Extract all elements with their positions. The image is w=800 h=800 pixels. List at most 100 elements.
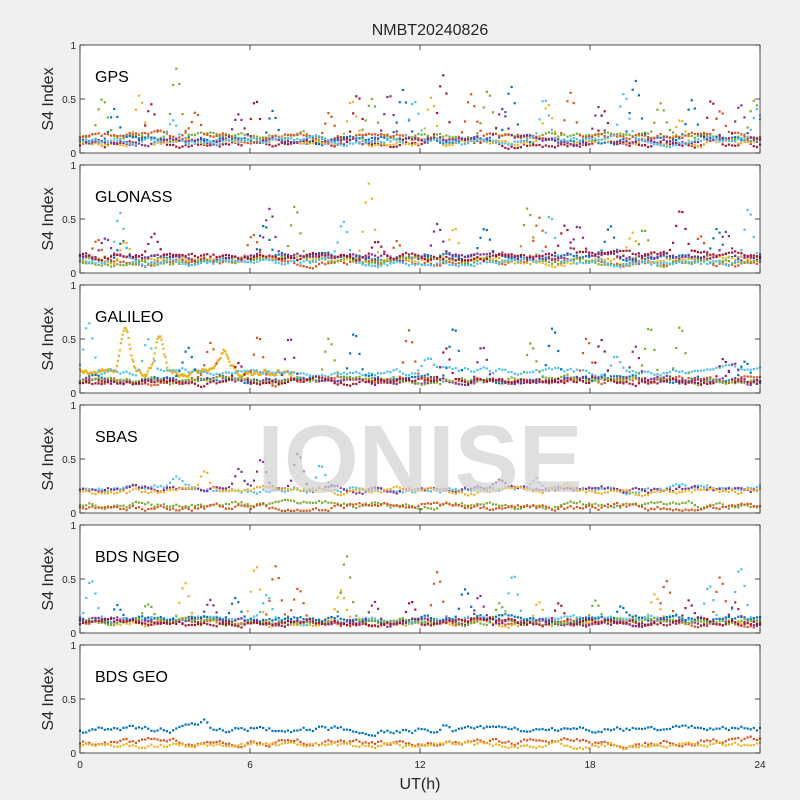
data-point bbox=[631, 379, 634, 382]
data-point bbox=[560, 132, 563, 135]
data-point bbox=[352, 112, 355, 115]
data-point bbox=[352, 259, 355, 262]
data-point bbox=[274, 257, 277, 260]
data-point bbox=[675, 257, 678, 260]
data-point bbox=[724, 230, 727, 233]
data-point bbox=[588, 135, 591, 138]
data-point bbox=[119, 488, 122, 491]
data-point bbox=[448, 138, 451, 141]
data-point bbox=[417, 257, 420, 261]
data-point bbox=[342, 379, 345, 382]
data-point bbox=[448, 345, 451, 348]
data-point bbox=[585, 138, 588, 141]
data-point bbox=[606, 263, 609, 266]
data-point bbox=[634, 134, 637, 137]
data-point bbox=[414, 491, 417, 494]
data-point bbox=[597, 251, 600, 254]
data-point bbox=[274, 134, 277, 137]
data-point bbox=[203, 259, 206, 262]
data-point bbox=[121, 333, 124, 336]
data-point bbox=[460, 131, 463, 134]
data-point bbox=[131, 136, 134, 139]
data-point bbox=[311, 267, 314, 270]
data-point bbox=[259, 117, 262, 121]
data-point bbox=[324, 256, 327, 259]
data-point bbox=[168, 255, 172, 258]
data-point bbox=[522, 224, 526, 227]
data-point bbox=[187, 378, 190, 382]
data-point bbox=[85, 255, 88, 258]
data-point bbox=[616, 375, 619, 378]
data-point bbox=[144, 374, 148, 378]
data-point bbox=[196, 141, 200, 144]
data-point bbox=[727, 381, 730, 385]
data-point bbox=[122, 379, 125, 382]
data-point bbox=[268, 370, 271, 373]
data-point bbox=[644, 229, 647, 232]
data-point bbox=[507, 133, 510, 137]
data-point bbox=[231, 136, 234, 139]
data-point bbox=[662, 144, 665, 147]
data-point bbox=[749, 142, 752, 145]
data-point bbox=[200, 373, 203, 376]
data-point bbox=[538, 216, 541, 219]
data-point bbox=[190, 252, 193, 255]
data-point bbox=[743, 228, 746, 231]
data-point bbox=[184, 140, 187, 143]
data-point bbox=[575, 254, 578, 257]
data-point bbox=[706, 258, 709, 262]
data-point bbox=[566, 380, 569, 383]
data-point bbox=[737, 374, 740, 377]
data-point bbox=[224, 138, 227, 141]
data-point bbox=[557, 366, 560, 370]
data-point bbox=[349, 384, 352, 387]
data-point bbox=[501, 145, 504, 148]
data-point bbox=[150, 136, 153, 139]
data-point bbox=[212, 366, 215, 369]
data-point bbox=[432, 381, 436, 384]
data-point bbox=[212, 489, 215, 493]
data-point bbox=[274, 373, 278, 376]
data-point bbox=[227, 259, 231, 262]
data-point bbox=[467, 260, 470, 263]
data-point bbox=[513, 134, 516, 138]
data-point bbox=[603, 129, 606, 132]
data-point bbox=[603, 378, 606, 381]
data-point bbox=[513, 254, 516, 257]
data-point bbox=[218, 375, 221, 378]
data-point bbox=[237, 373, 240, 376]
data-point bbox=[97, 380, 100, 383]
data-point bbox=[529, 483, 532, 486]
data-point bbox=[203, 141, 206, 144]
data-point bbox=[265, 380, 268, 383]
data-point bbox=[640, 489, 644, 492]
data-point bbox=[414, 376, 417, 379]
data-point bbox=[259, 259, 262, 262]
data-point bbox=[501, 259, 504, 262]
data-point bbox=[154, 346, 157, 349]
data-point bbox=[743, 254, 746, 257]
data-point bbox=[591, 259, 594, 262]
data-point bbox=[370, 372, 373, 375]
data-point bbox=[507, 92, 510, 95]
data-point bbox=[488, 252, 491, 255]
data-point bbox=[290, 371, 293, 374]
data-point bbox=[451, 488, 454, 491]
data-point bbox=[336, 136, 339, 140]
data-point bbox=[712, 255, 715, 258]
data-point bbox=[401, 138, 404, 141]
data-point bbox=[380, 245, 383, 248]
data-point bbox=[243, 378, 246, 381]
data-point bbox=[367, 257, 370, 260]
data-point bbox=[321, 379, 324, 382]
data-point bbox=[420, 139, 423, 142]
data-point bbox=[106, 487, 109, 490]
data-point bbox=[246, 377, 249, 380]
data-point bbox=[345, 263, 349, 266]
data-point bbox=[432, 265, 436, 268]
data-point bbox=[153, 130, 156, 133]
data-point bbox=[467, 259, 470, 262]
data-point bbox=[432, 230, 436, 233]
data-point bbox=[678, 382, 681, 385]
data-point bbox=[470, 264, 473, 267]
